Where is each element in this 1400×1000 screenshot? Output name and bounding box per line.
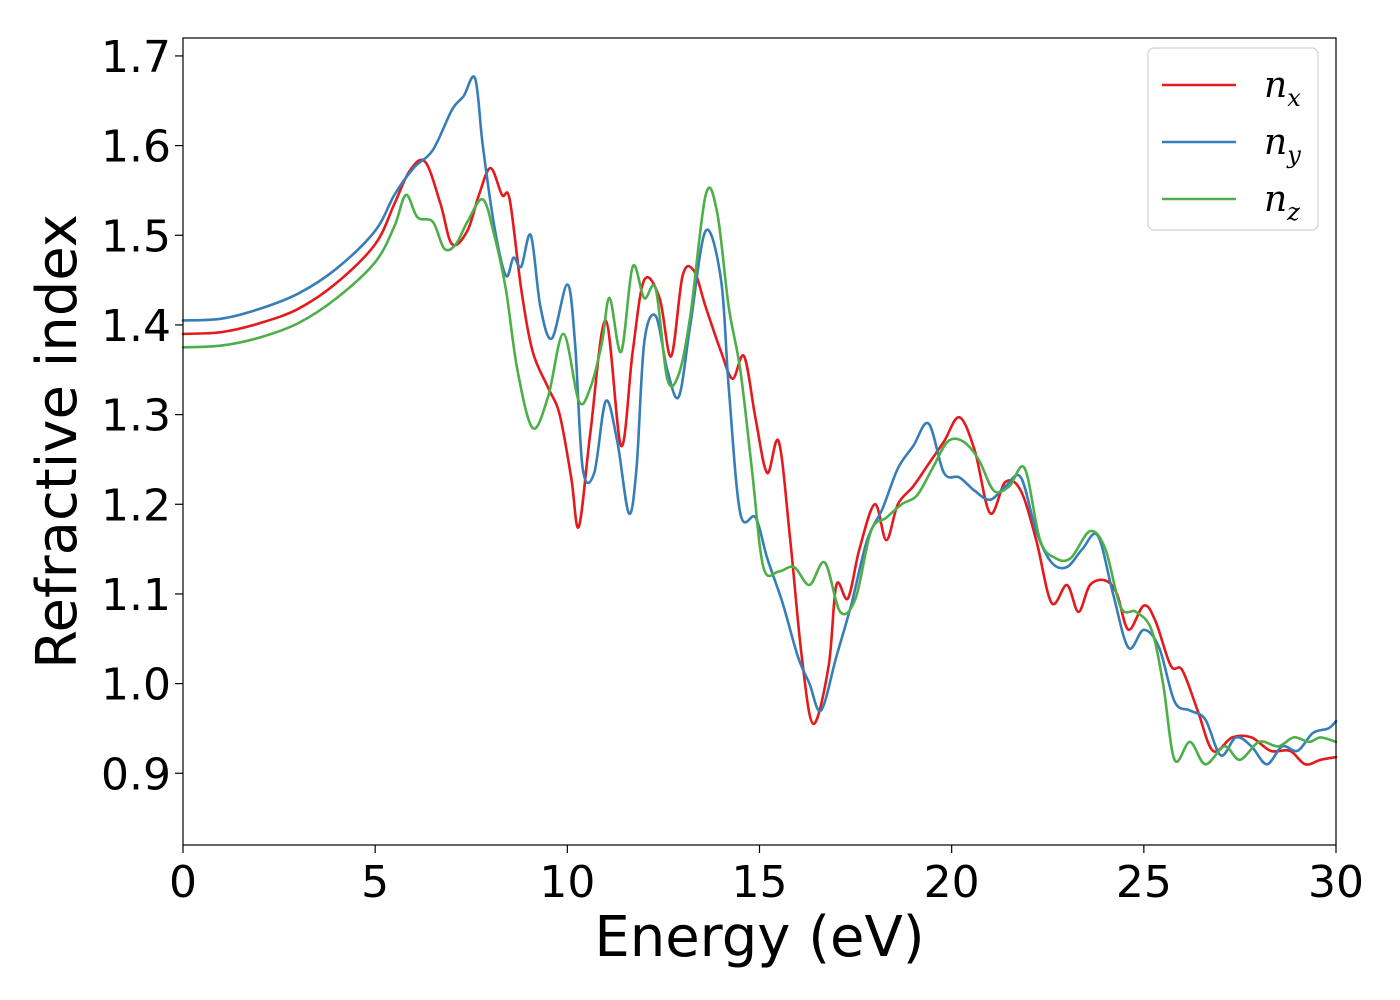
x-tick-label: 5	[361, 857, 389, 908]
x-tick-label: 10	[539, 857, 595, 908]
series-lines	[181, 75, 1338, 766]
legend-subscript: z	[1286, 198, 1300, 226]
legend-box	[1147, 47, 1319, 231]
series-line-ny	[181, 75, 1338, 766]
y-tick-label: 1.6	[101, 122, 171, 173]
y-axis-ticks: 0.9 1.0 1.1 1.2 1.3 1.4 1.5 1.6 1.7	[101, 32, 183, 800]
series-line-nx	[181, 158, 1338, 766]
x-tick-label: 15	[732, 857, 788, 908]
x-tick-label: 30	[1308, 857, 1364, 908]
series-line-nz	[181, 186, 1338, 766]
x-tick-label: 25	[1116, 857, 1172, 908]
x-axis-title: Energy (eV)	[594, 905, 924, 970]
y-tick-label: 1.3	[101, 391, 171, 442]
y-tick-label: 1.1	[101, 570, 171, 621]
x-axis-ticks: 0 5 10 15 20 25 30	[169, 845, 1364, 908]
y-tick-label: 0.9	[101, 749, 171, 800]
y-tick-label: 1.2	[101, 480, 171, 531]
y-axis-title: Refractive index	[25, 214, 90, 669]
y-tick-label: 1.0	[101, 660, 171, 711]
x-tick-label: 20	[924, 857, 980, 908]
y-tick-label: 1.5	[101, 211, 171, 262]
legend-subscript: x	[1287, 84, 1301, 112]
x-tick-label: 0	[169, 857, 197, 908]
y-tick-label: 1.7	[101, 32, 171, 83]
y-tick-label: 1.4	[101, 301, 171, 352]
legend-subscript: y	[1286, 141, 1301, 169]
